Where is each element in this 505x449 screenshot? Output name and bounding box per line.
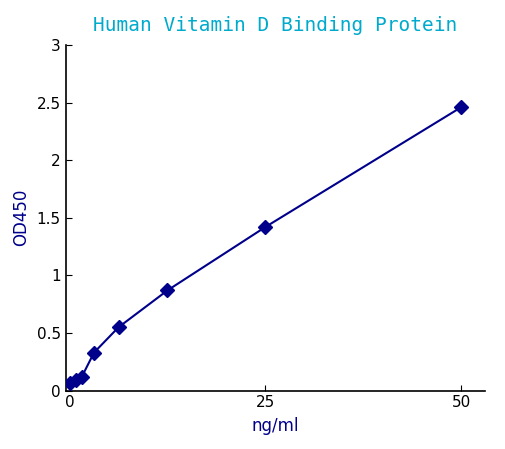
X-axis label: ng/ml: ng/ml [251, 418, 299, 436]
Y-axis label: OD450: OD450 [12, 189, 30, 247]
Title: Human Vitamin D Binding Protein: Human Vitamin D Binding Protein [93, 16, 458, 35]
